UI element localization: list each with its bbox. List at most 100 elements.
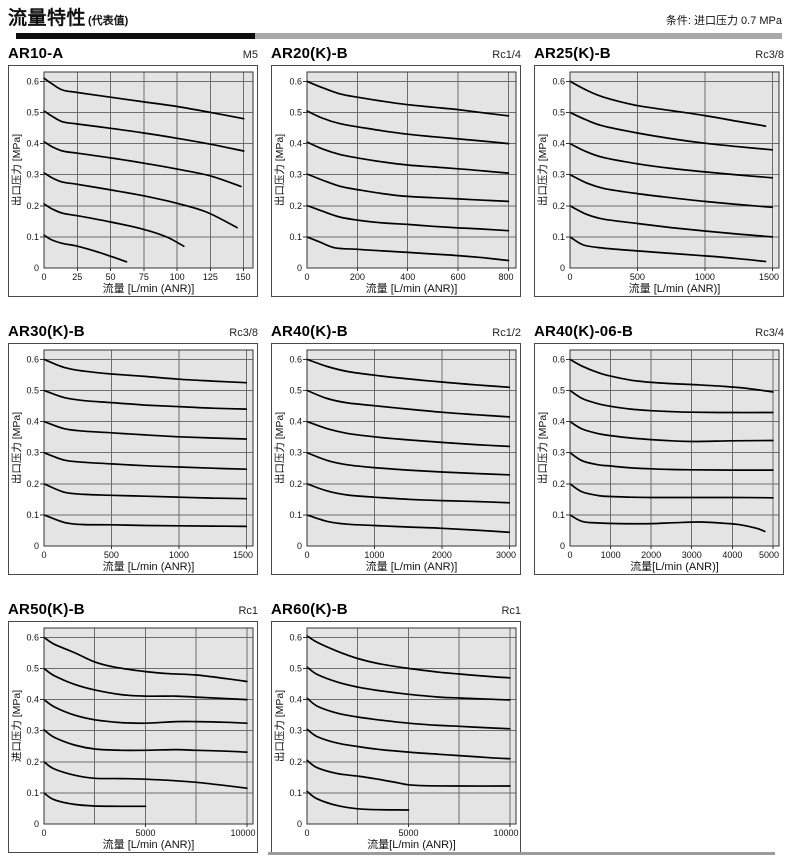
flow-chart-canvas: 0 1000 2000 3000 4000 5000 0 0.1 0.2 0.3 0.4 0.5 0.6…: [534, 343, 784, 575]
svg-text:0.3: 0.3: [26, 170, 39, 180]
svg-text:0: 0: [297, 263, 302, 273]
pressure-curves: [306, 358, 511, 534]
curve-0.1: [43, 234, 128, 263]
svg-text:5000: 5000: [759, 550, 779, 560]
chart-block-ar20k-b: AR20(K)-B Rc1/4 0 200 400 600 800 0 0.1 0.2 0.3 0.…: [271, 45, 521, 297]
curve-0.2: [43, 203, 185, 248]
pressure-curves: [569, 358, 774, 533]
svg-text:800: 800: [498, 272, 513, 282]
svg-text:0.1: 0.1: [289, 232, 302, 242]
svg-text:10000: 10000: [493, 828, 518, 838]
svg-text:0: 0: [41, 550, 46, 560]
flow-chart-svg: 0 500 1000 1500 0 0.1 0.2 0.3 0.4 0.5 0.6 流量 [L/min…: [10, 349, 254, 573]
flow-chart-svg: 0 1000 2000 3000 4000 5000 0 0.1 0.2 0.3 0.4 0.5 0.6…: [536, 349, 780, 573]
pressure-curves: [569, 80, 774, 263]
svg-text:0.2: 0.2: [26, 479, 39, 489]
curve-0.3: [569, 451, 774, 471]
svg-text:150: 150: [235, 272, 250, 282]
svg-text:0: 0: [34, 263, 39, 273]
page-title: 流量特性: [8, 8, 87, 29]
svg-text:0.6: 0.6: [289, 354, 302, 364]
svg-text:0: 0: [34, 541, 39, 551]
svg-text:0.2: 0.2: [26, 757, 39, 767]
svg-text:0.3: 0.3: [552, 170, 565, 180]
svg-text:10000: 10000: [230, 828, 255, 838]
chart-row-1: AR10-A M5 0 25 50 75 100 125 150 0 0.1 0.2 0.3 0.4 0.…: [8, 45, 790, 297]
svg-text:1000: 1000: [169, 550, 189, 560]
svg-text:3000: 3000: [682, 550, 702, 560]
curve-0.2: [569, 204, 774, 238]
svg-text:0.1: 0.1: [552, 232, 565, 242]
svg-text:100: 100: [170, 272, 185, 282]
curve-0.4: [43, 420, 248, 440]
svg-text:0.4: 0.4: [289, 139, 302, 149]
section-title: 流量特性 (代表值): [8, 3, 128, 30]
flow-chart-svg: 0 5000 10000 0 0.1 0.2 0.3 0.4 0.5 0.6 流量[L/min (A…: [273, 627, 519, 851]
flow-chart-svg: 0 25 50 75 100 125 150 0 0.1 0.2 0.3 0.4 0.5 0.6 流量 [L…: [10, 71, 254, 295]
curve-0.1: [306, 790, 410, 811]
flow-chart-canvas: 0 5000 10000 0 0.1 0.2 0.3 0.4 0.5 0.6 流量[L/min (A…: [271, 621, 521, 853]
curve-0.6: [306, 80, 510, 117]
curve-0.5: [306, 110, 510, 145]
x-axis-title: 流量 [L/min (ANR)]: [366, 281, 458, 295]
port-size-label: Rc3/8: [229, 327, 258, 339]
svg-text:0.1: 0.1: [26, 510, 39, 520]
port-size-label: Rc1/2: [492, 327, 521, 339]
flow-chart-canvas: 0 500 1000 1500 0 0.1 0.2 0.3 0.4 0.5 0.6 流量 [L/min…: [534, 65, 784, 297]
svg-text:0: 0: [567, 272, 572, 282]
port-size-label: Rc1: [238, 605, 258, 617]
curve-0.1: [43, 514, 248, 528]
curve-0.4: [569, 420, 774, 443]
curve-0.5: [306, 389, 511, 418]
svg-text:0.4: 0.4: [26, 417, 39, 427]
chart-block-ar10-a: AR10-A M5 0 25 50 75 100 125 150 0 0.1 0.2 0.3 0.4 0.…: [8, 45, 258, 297]
x-axis-title: 流量[L/min (ANR)]: [630, 559, 719, 573]
flow-chart-svg: 0 5000 10000 0 0.1 0.2 0.3 0.4 0.5 0.6 流量 [L/min (…: [10, 627, 256, 851]
svg-text:0: 0: [304, 550, 309, 560]
curve-0.3: [43, 451, 248, 471]
svg-text:1000: 1000: [695, 272, 715, 282]
svg-text:0.6: 0.6: [26, 354, 39, 364]
port-size-label: Rc3/8: [755, 49, 784, 61]
svg-text:1500: 1500: [759, 272, 779, 282]
curve-0.1: [306, 514, 511, 534]
gridlines: [44, 628, 253, 824]
svg-text:3000: 3000: [496, 550, 516, 560]
svg-text:0.3: 0.3: [26, 448, 39, 458]
svg-text:0: 0: [560, 263, 565, 273]
curve-0.3: [569, 173, 774, 209]
flow-chart-canvas: 0 200 400 600 800 0 0.1 0.2 0.3 0.4 0.5 0.6 流量 [L/mi…: [271, 65, 521, 297]
curve-0.6: [569, 358, 774, 393]
axis-ticks: [303, 358, 510, 549]
curve-0.5: [43, 667, 248, 701]
gridlines: [44, 72, 253, 268]
chart-title: AR60(K)-B: [271, 601, 348, 618]
axis-ticks: [303, 636, 511, 827]
tick-labels: 0 25 50 75 100 125 150 0 0.1 0.2 0.3 0.4 0.5 0.6: [26, 76, 250, 282]
svg-text:0.5: 0.5: [26, 107, 39, 117]
chart-block-ar30k-b: AR30(K)-B Rc3/8 0 500 1000 1500 0 0.1 0.2 0.3 0.4…: [8, 323, 258, 575]
x-axis-title: 流量 [L/min (ANR)]: [366, 559, 458, 573]
curve-0.5: [569, 111, 774, 151]
gridlines: [307, 628, 516, 824]
svg-text:50: 50: [106, 272, 116, 282]
flow-chart-canvas: 0 25 50 75 100 125 150 0 0.1 0.2 0.3 0.4 0.5 0.6 流量 [L…: [8, 65, 258, 297]
curve-0.4: [306, 141, 510, 174]
y-axis-title: 出口压力 [MPa]: [273, 134, 286, 206]
axis-ticks: [566, 358, 774, 549]
chart-block-ar60k-b: AR60(K)-B Rc1 0 5000 10000 0 0.1 0.2 0.3 0.4 0.5 0…: [271, 601, 521, 853]
svg-text:0.6: 0.6: [289, 632, 302, 642]
flow-chart-canvas: 0 5000 10000 0 0.1 0.2 0.3 0.4 0.5 0.6 流量 [L/min (…: [8, 621, 258, 853]
curve-0.1: [43, 792, 147, 808]
y-axis-title: 出口压力 [MPa]: [10, 134, 23, 206]
svg-text:200: 200: [350, 272, 365, 282]
svg-text:0: 0: [560, 541, 565, 551]
curve-0.6: [306, 634, 511, 679]
x-axis-title: 流量 [L/min (ANR)]: [103, 837, 195, 851]
pressure-curves: [43, 636, 248, 808]
svg-text:0.2: 0.2: [289, 201, 302, 211]
svg-text:0.3: 0.3: [289, 448, 302, 458]
svg-text:0.5: 0.5: [552, 107, 565, 117]
tick-labels: 0 500 1000 1500 0 0.1 0.2 0.3 0.4 0.5 0.6: [552, 76, 779, 282]
